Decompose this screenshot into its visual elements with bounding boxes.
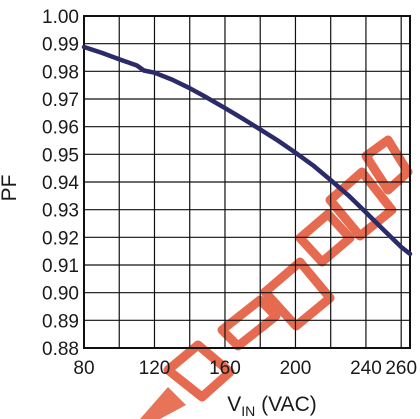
y-axis-label: PF <box>0 175 21 202</box>
y-tick-label: 0.91 <box>42 256 79 277</box>
x-axis-label-main: V <box>227 393 241 416</box>
series-layer <box>81 44 413 257</box>
watermark-letterforms <box>163 135 413 402</box>
y-tick-label: 0.99 <box>42 35 79 56</box>
y-tick-label: 0.94 <box>42 173 79 194</box>
y-tick-label: 0.93 <box>42 201 79 222</box>
y-tick-label: 0.97 <box>42 90 79 111</box>
y-tick-label: 0.98 <box>42 62 79 83</box>
pf-curve-line <box>81 44 413 257</box>
y-tick-label: 0.90 <box>42 284 79 305</box>
watermark <box>140 135 413 419</box>
x-tick-label: 120 <box>139 358 171 379</box>
y-tick-label: 0.95 <box>42 145 79 166</box>
x-tick-label: 160 <box>209 358 241 379</box>
x-tick-label: 80 <box>73 358 94 379</box>
x-axis-label-subscript: IN <box>241 403 255 419</box>
y-tick-labels: 0.88 0.89 0.90 0.91 0.92 0.93 0.94 0.95 0.96 0.97… <box>42 7 79 360</box>
y-tick-label: 1.00 <box>42 7 79 28</box>
x-axis-label: VIN (VAC) <box>227 393 316 419</box>
y-tick-label: 0.92 <box>42 228 79 249</box>
y-tick-label: 0.89 <box>42 311 79 332</box>
x-tick-labels: 80 120 160 200 240 260 <box>73 358 417 379</box>
x-tick-label: 200 <box>280 358 312 379</box>
x-axis-label-unit: (VAC) <box>255 393 316 416</box>
y-tick-label: 0.96 <box>42 118 79 139</box>
plot-frame <box>83 15 411 349</box>
y-tick-label: 0.88 <box>42 339 79 360</box>
watermark-stroke-left <box>140 387 186 419</box>
x-tick-label: 260 <box>385 358 417 379</box>
x-tick-label: 240 <box>350 358 382 379</box>
